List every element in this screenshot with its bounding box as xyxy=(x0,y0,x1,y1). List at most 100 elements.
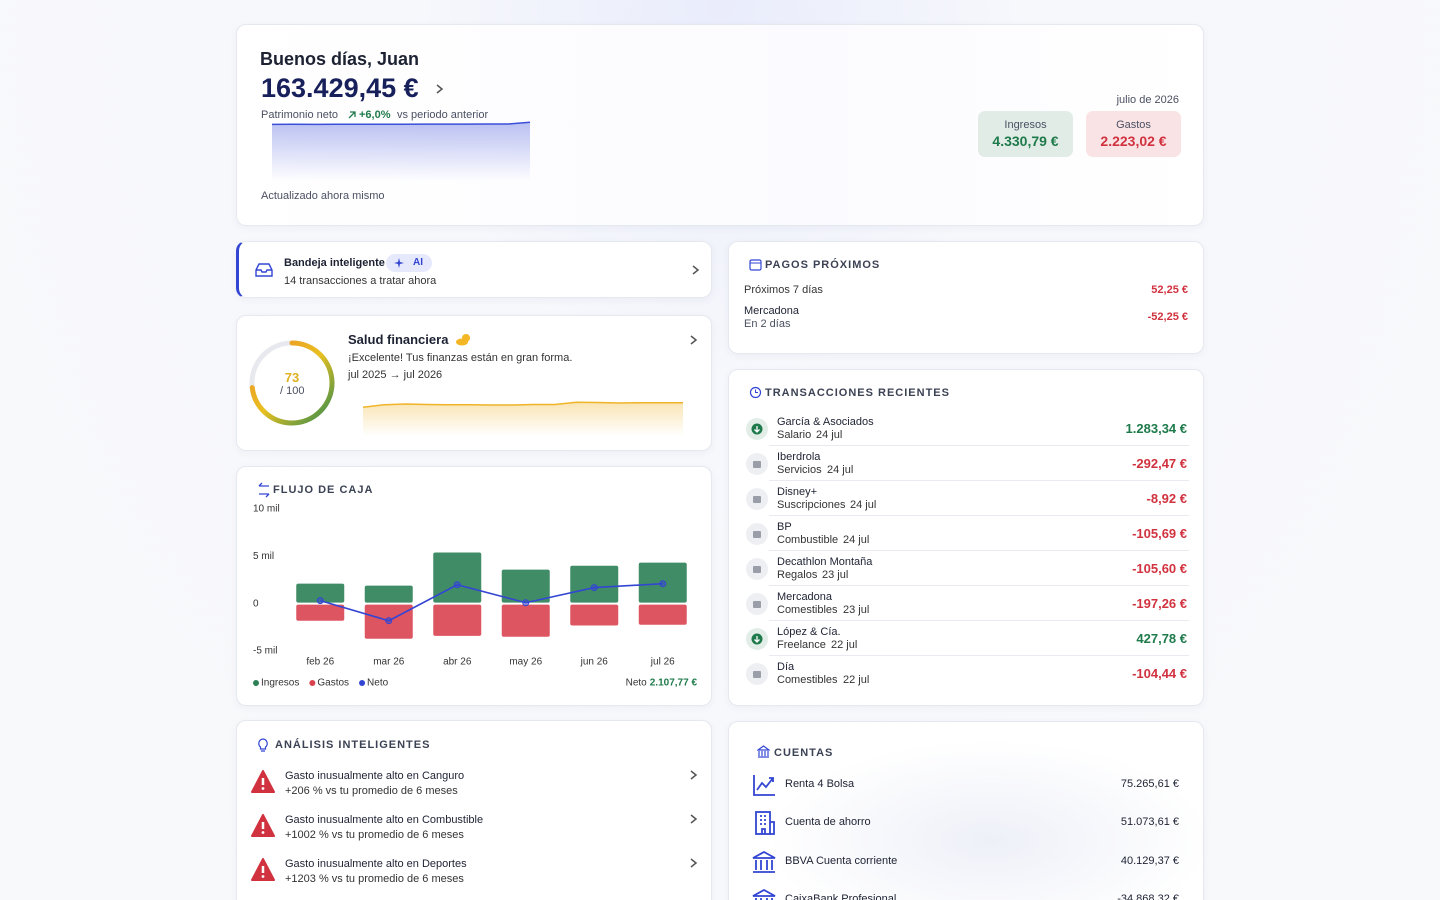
cashflow-card: FLUJO DE CAJA 10 mil 5 mil 0 -5 mil feb 26 ma… xyxy=(236,466,712,706)
up-arrow xyxy=(348,111,356,119)
calendar-icon xyxy=(749,259,762,271)
chevron[interactable] xyxy=(689,857,699,869)
upcoming-card: PAGOS PRÓXIMOS Próximos 7 días 52,25 € M… xyxy=(728,241,1204,354)
y-tick-label: 0 xyxy=(253,598,259,609)
account-name: Cuenta de ahorro xyxy=(785,816,871,829)
transaction-name: Mercadona xyxy=(777,591,833,603)
warning-icon xyxy=(251,770,275,793)
transaction-date: 22 jul xyxy=(843,674,870,686)
transaction-category: Servicios xyxy=(777,464,822,476)
x-tick-label: feb 26 xyxy=(306,657,334,668)
transaction-icon xyxy=(746,593,768,615)
net-point xyxy=(522,599,530,607)
score-max: / 100 xyxy=(280,385,305,397)
x-tick-label: jun 26 xyxy=(580,657,609,668)
row-divider xyxy=(769,480,1189,481)
income: 4.330,79 € xyxy=(992,133,1059,149)
payment-name: Mercadona xyxy=(744,305,800,317)
row-divider xyxy=(769,515,1189,516)
transaction-category: Combustible xyxy=(777,534,839,546)
transaction-category: Suscripciones xyxy=(777,499,846,511)
account-icon xyxy=(753,775,775,796)
clock-icon xyxy=(749,386,762,399)
account-icon xyxy=(752,850,776,873)
insight-detail: +1002 % vs tu promedio de 6 meses xyxy=(285,829,464,841)
legend-swatch xyxy=(359,680,366,686)
bar xyxy=(433,604,482,636)
transaction-category: Comestibles xyxy=(777,604,838,616)
insight-detail: +1203 % vs tu promedio de 6 meses xyxy=(285,873,464,885)
chevron[interactable] xyxy=(689,769,699,781)
x-tick-label: mar 26 xyxy=(373,657,405,668)
transaction-amount: -104,44 € xyxy=(1132,666,1187,681)
account-name: BBVA Cuenta corriente xyxy=(785,854,898,867)
bar xyxy=(433,552,482,603)
insight-title: Gasto inusualmente alto en Combustible xyxy=(285,814,484,826)
inbox-title: Bandeja inteligente xyxy=(284,257,385,269)
net-worth-trend xyxy=(271,121,531,181)
insight-title: Gasto inusualmente alto en Canguro xyxy=(285,770,465,782)
score-ring-value xyxy=(249,340,335,426)
health-trend xyxy=(362,401,683,436)
account-balance: 75.265,61 € xyxy=(1120,778,1179,790)
y-tick-label: -5 mil xyxy=(253,646,277,657)
net-line xyxy=(320,582,663,622)
ai-badge-text: AI xyxy=(413,257,423,268)
x-tick-label: jul 26 xyxy=(650,657,675,668)
x-tick-label: abr 26 xyxy=(443,657,472,668)
legend-label: Ingresos xyxy=(261,678,299,689)
row-divider xyxy=(769,655,1189,656)
account-balance: 40.129,37 € xyxy=(1120,854,1179,867)
bar xyxy=(364,585,413,603)
net-total: 2.107,77 € xyxy=(650,678,698,689)
bulb-icon xyxy=(258,738,268,752)
transaction-icon xyxy=(746,453,768,475)
transaction-date: 22 jul xyxy=(831,639,858,651)
greeting: Buenos días, Juan xyxy=(260,49,420,69)
account-icon xyxy=(755,811,775,836)
legend-label: Neto xyxy=(367,678,389,689)
transaction-category: Freelance xyxy=(777,639,826,651)
transaction-icon xyxy=(746,558,768,580)
x-tick-label: may 26 xyxy=(509,657,542,668)
account-name: Renta 4 Bolsa xyxy=(785,778,855,790)
transaction-category: Comestibles xyxy=(777,674,838,686)
account-name: CaixaBank Profesional xyxy=(785,892,897,900)
transaction-date: 24 jul xyxy=(843,534,870,546)
inbox-subtitle: 14 transacciones a tratar ahora xyxy=(284,275,437,287)
transaction-date: 24 jul xyxy=(816,429,843,441)
account-balance: 51.073,61 € xyxy=(1120,816,1179,829)
chevron[interactable] xyxy=(435,83,445,95)
chevron[interactable] xyxy=(689,813,699,825)
net-worth[interactable]: 163.429,45 € xyxy=(261,73,419,103)
income-box: Ingresos 4.330,79 € xyxy=(978,111,1073,157)
expense-box: Gastos 2.223,02 € xyxy=(1086,111,1181,157)
transaction-name: Disney+ xyxy=(777,486,818,498)
transaction-amount: -105,69 € xyxy=(1132,526,1187,541)
transaction-name: Decathlon Montaña xyxy=(777,556,873,568)
transaction-name: Día xyxy=(777,661,795,673)
transaction-date: 23 jul xyxy=(822,569,849,581)
transaction-amount: -8,92 € xyxy=(1146,491,1187,506)
transaction-category: Regalos xyxy=(777,569,818,581)
transaction-icon xyxy=(746,628,768,650)
legend-label: Gastos xyxy=(317,678,349,689)
chevron[interactable] xyxy=(689,334,699,346)
transaction-name: Iberdrola xyxy=(777,451,821,463)
period: julio de 2026 xyxy=(1116,94,1179,106)
bank-icon xyxy=(757,745,770,758)
sparkle-icon xyxy=(394,258,404,268)
row-divider xyxy=(769,585,1189,586)
insight-title: Gasto inusualmente alto en Deportes xyxy=(285,858,467,870)
chevron[interactable] xyxy=(691,264,701,276)
weather-icon xyxy=(456,334,470,346)
bar xyxy=(501,569,550,603)
trend-area xyxy=(272,122,530,181)
transaction-icon xyxy=(746,663,768,685)
insights-title: ANÁLISIS INTELIGENTES xyxy=(275,739,431,751)
transactions-title: TRANSACCIONES RECIENTES xyxy=(765,387,950,399)
upcoming-period: Próximos 7 días xyxy=(744,284,823,296)
net-point xyxy=(453,581,461,589)
ai-badge: AI xyxy=(386,254,432,272)
inbox-card[interactable]: Bandeja inteligente AI 14 transacciones … xyxy=(236,241,712,298)
